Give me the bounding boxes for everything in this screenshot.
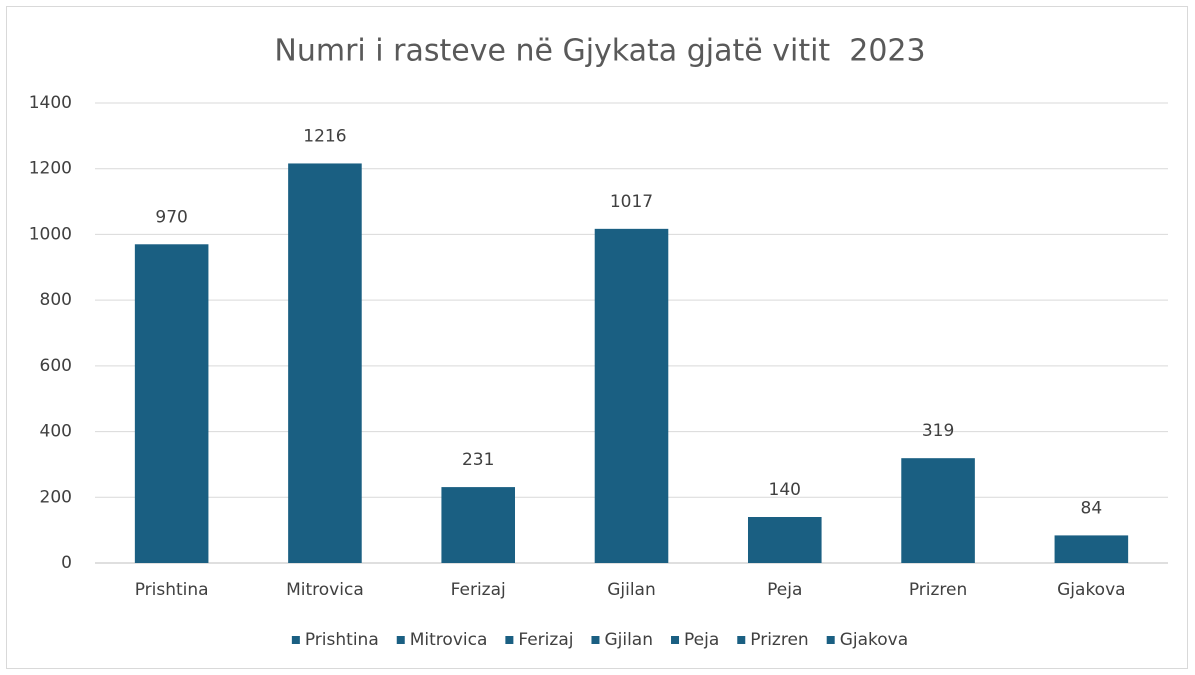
legend-swatch	[826, 636, 835, 644]
x-tick-label: Prizren	[909, 580, 967, 600]
legend-swatch	[671, 636, 680, 644]
x-tick-label: Gjilan	[607, 580, 656, 600]
legend-swatch	[291, 636, 300, 644]
data-label: 319	[922, 421, 954, 441]
y-tick-label: 0	[61, 553, 72, 573]
x-tick-label: Ferizaj	[451, 580, 506, 600]
legend-label: Prizren	[750, 630, 808, 650]
legend-label: Peja	[684, 630, 719, 650]
bar	[594, 228, 669, 564]
y-tick-label: 1200	[29, 159, 72, 179]
bar	[288, 163, 362, 563]
chart-title: Numri i rasteve në Gjykata gjatë vitit 2…	[274, 34, 925, 69]
legend-label: Gjakova	[840, 630, 908, 650]
data-label: 140	[769, 480, 801, 500]
bar	[1054, 535, 1129, 563]
legend-label: Mitrovica	[410, 630, 488, 650]
data-label: 231	[462, 450, 494, 470]
x-tick-label: Gjakova	[1057, 580, 1125, 600]
data-label: 1017	[610, 192, 653, 212]
legend-swatch	[591, 636, 600, 644]
x-tick-label: Mitrovica	[286, 580, 364, 600]
data-label: 1216	[303, 126, 346, 146]
bar	[441, 487, 516, 563]
y-tick-label: 400	[40, 422, 72, 442]
data-label: 970	[155, 207, 187, 227]
legend-swatch	[505, 636, 514, 644]
y-tick-label: 1400	[29, 93, 72, 113]
legend-label: Ferizaj	[518, 630, 573, 650]
bar	[747, 517, 822, 563]
bar	[901, 458, 975, 563]
y-tick-label: 800	[40, 290, 72, 310]
x-tick-label: Prishtina	[135, 580, 209, 600]
y-tick-label: 1000	[29, 224, 72, 244]
legend-label: Gjilan	[604, 630, 653, 650]
legend-label: Prishtina	[305, 630, 379, 650]
legend-swatch	[396, 636, 405, 644]
x-tick-label: Peja	[767, 580, 802, 600]
y-tick-label: 600	[40, 356, 72, 376]
bar	[134, 244, 209, 564]
y-tick-label: 200	[40, 487, 72, 507]
data-label: 84	[1081, 498, 1103, 518]
legend-swatch	[737, 636, 746, 644]
